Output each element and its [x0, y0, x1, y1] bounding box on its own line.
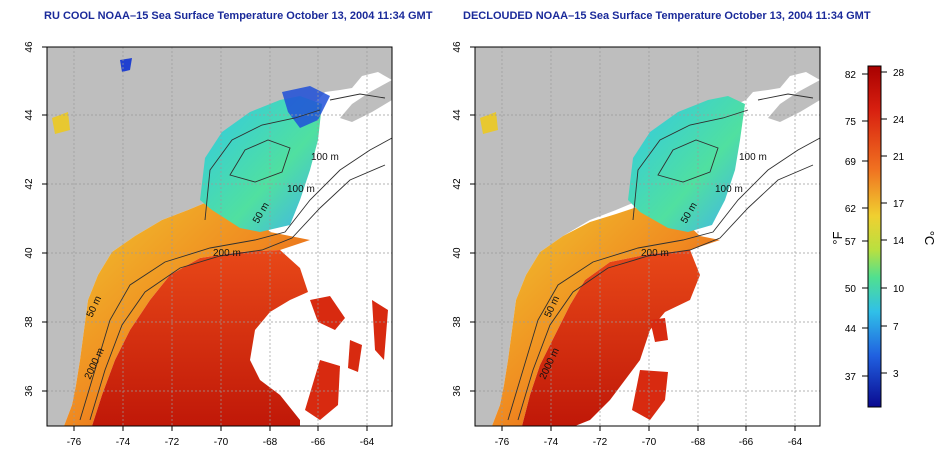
f-tick-label: 75	[845, 117, 857, 128]
fahrenheit-unit-label: °F	[830, 231, 845, 244]
f-tick-label: 69	[845, 157, 857, 168]
f-tick-label: 44	[845, 324, 857, 335]
celsius-tick-marks	[881, 71, 887, 374]
y-tick-label: 42	[452, 178, 463, 190]
x-tick-label: -66	[739, 437, 754, 448]
x-tick-label: -72	[593, 437, 608, 448]
right-bathymetry-contours	[507, 93, 821, 421]
left-graticule	[47, 47, 392, 426]
left-map-frame	[46, 46, 393, 427]
left-x-tick-labels: -76 -74 -72 -70 -68 -66 -64	[67, 437, 375, 448]
right-west-warm-blob	[480, 112, 498, 134]
f-tick-label: 50	[845, 284, 857, 295]
right-sst-map: 100 m 100 m 50 m 200 m 50 m 2000 m 36 38…	[452, 41, 821, 448]
right-nova-scotia	[768, 80, 820, 122]
left-land	[47, 47, 392, 426]
y-tick-label: 44	[24, 109, 35, 121]
y-tick-label: 38	[24, 316, 35, 328]
y-tick-label: 42	[24, 178, 35, 190]
c-tick-label: 14	[893, 236, 905, 247]
f-tick-label: 57	[845, 237, 857, 248]
left-west-warm-blob	[52, 112, 70, 134]
c-tick-label: 21	[893, 152, 905, 163]
right-graticule	[475, 47, 820, 426]
x-tick-label: -68	[691, 437, 706, 448]
right-shelf-water	[492, 206, 720, 426]
f-tick-label: 82	[845, 70, 857, 81]
x-tick-label: -72	[165, 437, 180, 448]
c-tick-label: 28	[893, 68, 905, 79]
celsius-ticks: 28 24 21 17 14 10 7 3	[893, 68, 905, 380]
left-offshore-patches	[305, 296, 388, 420]
right-y-tick-labels: 36 38 40 42 44 46	[452, 41, 463, 397]
x-tick-label: -70	[642, 437, 657, 448]
y-tick-label: 38	[452, 316, 463, 328]
right-map-title: DECLOUDED NOAA–15 Sea Surface Temperatur…	[463, 10, 871, 22]
x-tick-label: -70	[214, 437, 229, 448]
left-contour-label: 100 m	[287, 184, 315, 195]
left-gulf-of-maine	[200, 96, 322, 232]
y-tick-label: 46	[24, 41, 35, 53]
colorbar-gradient	[867, 65, 882, 408]
right-axis-ticks	[470, 46, 796, 431]
y-tick-label: 36	[24, 385, 35, 397]
y-tick-label: 46	[452, 41, 463, 53]
f-tick-label: 62	[845, 204, 857, 215]
right-gulf-of-maine	[628, 96, 745, 232]
temperature-colorbar: 82 75 69 62 57 50 44 37 28 24 21 17 14 1…	[830, 65, 937, 408]
right-x-tick-labels: -76 -74 -72 -70 -68 -66 -64	[495, 437, 803, 448]
fahrenheit-tick-marks	[862, 73, 868, 377]
celsius-unit-label: °C	[922, 231, 937, 246]
left-gulfstream	[92, 250, 308, 426]
c-tick-label: 24	[893, 115, 905, 126]
right-map-frame	[474, 46, 821, 427]
left-sst-map: 100 m 100 m 50 m 200 m 50 m 2000 m 36 38…	[24, 41, 393, 448]
left-y-tick-labels: 36 38 40 42 44 46	[24, 41, 35, 397]
right-contour-label: 100 m	[739, 152, 767, 163]
right-contour-label: 100 m	[715, 184, 743, 195]
right-contour-label: 200 m	[641, 248, 669, 259]
y-tick-label: 36	[452, 385, 463, 397]
left-nova-scotia	[340, 80, 392, 122]
f-tick-label: 37	[845, 372, 857, 383]
left-contour-label: 200 m	[213, 248, 241, 259]
c-tick-label: 7	[893, 322, 899, 333]
x-tick-label: -74	[544, 437, 559, 448]
x-tick-label: -68	[263, 437, 278, 448]
c-tick-label: 17	[893, 199, 905, 210]
x-tick-label: -76	[67, 437, 82, 448]
x-tick-label: -76	[495, 437, 510, 448]
left-shelf-water	[64, 196, 310, 426]
left-axis-ticks	[42, 46, 368, 431]
c-tick-label: 10	[893, 284, 905, 295]
left-bathymetry-contours	[79, 93, 393, 421]
left-contour-label: 100 m	[311, 152, 339, 163]
fahrenheit-ticks: 82 75 69 62 57 50 44 37	[845, 70, 857, 383]
x-tick-label: -64	[788, 437, 803, 448]
right-offshore-patches	[632, 318, 668, 420]
x-tick-label: -74	[116, 437, 131, 448]
right-gulfstream	[522, 250, 700, 426]
y-tick-label: 40	[24, 247, 35, 259]
right-land	[475, 47, 820, 426]
y-tick-label: 44	[452, 109, 463, 121]
c-tick-label: 3	[893, 369, 899, 380]
left-map-title: RU COOL NOAA–15 Sea Surface Temperature …	[44, 10, 433, 22]
x-tick-label: -66	[311, 437, 326, 448]
x-tick-label: -64	[360, 437, 375, 448]
y-tick-label: 40	[452, 247, 463, 259]
